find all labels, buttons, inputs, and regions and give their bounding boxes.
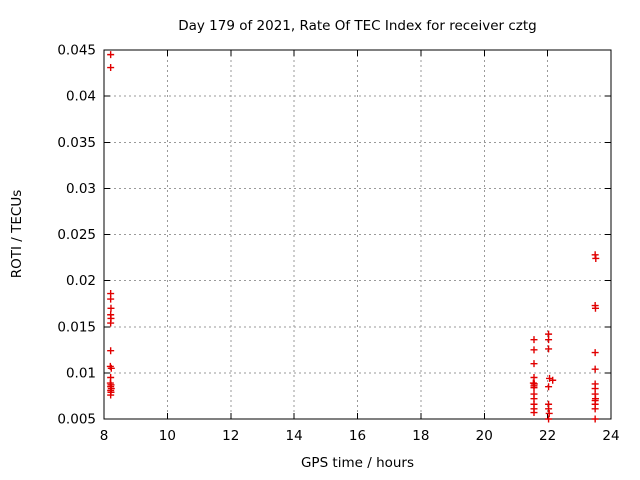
data-point-marker: [107, 64, 115, 72]
data-point-marker: [530, 336, 538, 344]
y-tick-label: 0.045: [57, 43, 96, 59]
data-point-marker: [530, 409, 538, 417]
data-point-marker: [591, 415, 599, 423]
y-tick-label: 0.04: [66, 89, 96, 105]
y-tick-label: 0.025: [57, 227, 96, 243]
y-tick-label: 0.035: [57, 135, 96, 151]
data-point-marker: [592, 254, 600, 262]
chart-title: Day 179 of 2021, Rate Of TEC Index for r…: [178, 18, 537, 34]
data-point-marker: [107, 347, 115, 355]
data-point-marker: [549, 376, 557, 384]
y-tick-label: 0.02: [66, 273, 96, 289]
x-tick-label: 16: [349, 428, 366, 444]
data-point-marker: [107, 364, 115, 372]
data-point-marker: [545, 345, 553, 353]
data-point-marker: [530, 346, 538, 354]
x-tick-label: 8: [100, 428, 109, 444]
data-point-marker: [107, 391, 115, 399]
x-tick-label: 10: [159, 428, 176, 444]
x-tick-label: 18: [412, 428, 429, 444]
data-point-marker: [591, 349, 599, 357]
data-point-marker: [107, 295, 115, 303]
data-point-marker: [107, 304, 115, 312]
x-axis-label: GPS time / hours: [300, 455, 415, 471]
data-point-marker: [530, 360, 538, 368]
y-tick-label: 0.01: [66, 365, 96, 381]
data-point-marker: [530, 384, 538, 392]
data-point-marker: [591, 304, 599, 312]
data-point-marker: [591, 365, 599, 373]
data-point-marker: [545, 336, 553, 344]
y-tick-label: 0.005: [57, 412, 96, 428]
x-tick-label: 20: [476, 428, 493, 444]
data-point-marker: [107, 319, 115, 327]
y-tick-label: 0.03: [66, 181, 96, 197]
data-point-marker: [107, 51, 115, 59]
y-tick-label: 0.015: [57, 319, 96, 335]
data-point-marker: [545, 383, 553, 391]
data-point-marker: [591, 405, 599, 413]
x-tick-label: 12: [222, 428, 239, 444]
x-tick-label: 24: [602, 428, 619, 444]
data-point-marker: [545, 415, 553, 423]
x-tick-label: 22: [539, 428, 556, 444]
x-tick-label: 14: [286, 428, 303, 444]
